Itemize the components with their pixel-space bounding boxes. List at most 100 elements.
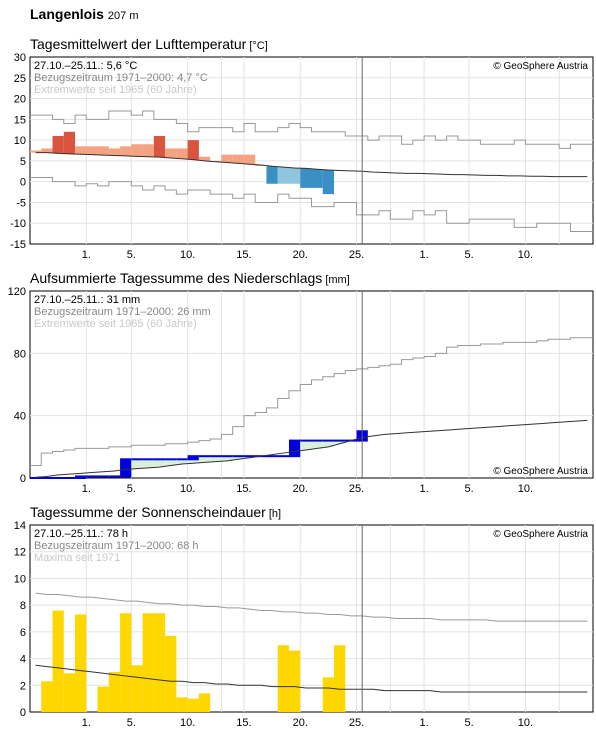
precipitation-cumulative-bar: [142, 458, 154, 461]
temperature-anomaly-bar: [63, 131, 76, 154]
sunshine-y-tick-label: 0: [20, 707, 26, 719]
sunshine-panel-title: Tagessumme der Sonnenscheindauer [h]: [30, 504, 281, 520]
temperature-y-tick-label: -15: [10, 239, 26, 251]
sunshine-y-tick-label: 12: [14, 547, 26, 559]
precipitation-x-tick-label: 20.: [293, 483, 308, 495]
precipitation-cumulative-bar: [187, 455, 199, 461]
sunshine-reference-line: [35, 664, 588, 693]
sunshine-legend-reference: Bezugszeitraum 1971–2000: 68 h: [34, 540, 199, 552]
temperature-legend-current: 27.10.–25.11.: 5,6 °C: [34, 60, 137, 72]
precipitation-cumulative-bar: [334, 439, 346, 442]
temperature-extreme-min-line: [30, 177, 593, 233]
temperature-x-tick-label: 5.: [465, 249, 474, 261]
temperature-x-tick-label: 15.: [236, 249, 251, 261]
precipitation-cumulative-bar: [300, 439, 312, 442]
precipitation-cumulative-bar: [266, 455, 278, 458]
temperature-y-tick-label: 0: [20, 177, 26, 189]
precipitation-cumulative-bar: [232, 455, 244, 458]
temperature-anomaly-bar: [131, 144, 143, 157]
temperature-y-tick-label: 25: [14, 73, 26, 85]
sunshine-x-tick-label: 1.: [420, 717, 429, 729]
sunshine-x-tick-label: 15.: [236, 717, 251, 729]
sunshine-bar: [41, 681, 53, 712]
temperature-y-tick-label: 5: [20, 156, 26, 168]
temperature-anomaly-bar: [142, 144, 154, 157]
sunshine-bar: [63, 673, 76, 712]
precipitation-copyright: © GeoSphere Austria: [493, 466, 588, 477]
temperature-extreme-max-line: [30, 110, 593, 149]
precipitation-surplus-area: [142, 459, 154, 468]
precipitation-y-tick-label: 0: [20, 473, 26, 485]
precipitation-legend-reference: Bezugszeitraum 1971–2000: 26 mm: [34, 306, 211, 318]
precipitation-surplus-area: [322, 440, 335, 447]
precipitation-surplus-area: [334, 440, 346, 444]
sunshine-y-tick-label: 4: [20, 654, 26, 666]
temperature-anomaly-bar: [176, 148, 188, 159]
sunshine-bar: [75, 614, 87, 712]
temperature-anomaly-bar: [97, 146, 109, 156]
sunshine-y-tick-label: 2: [20, 680, 26, 692]
sunshine-bar: [334, 645, 346, 712]
temperature-y-tick-label: 20: [14, 94, 26, 106]
temperature-panel-title: Tagesmittelwert der Lufttemperatur [°C]: [30, 36, 268, 52]
sunshine-x-tick-label: 25.: [349, 717, 364, 729]
precipitation-cumulative-bar: [322, 439, 335, 442]
precipitation-panel-title: Aufsummierte Tagessumme des Niederschlag…: [30, 270, 350, 286]
precipitation-cumulative-bar: [97, 475, 109, 478]
sunshine-x-tick-label: 20.: [293, 717, 308, 729]
temperature-y-tick-label: -10: [10, 218, 26, 230]
precipitation-surplus-area: [300, 440, 312, 450]
temperature-x-tick-label: 1.: [420, 249, 429, 261]
temperature-anomaly-bar: [30, 150, 42, 153]
temperature-title-text: Tagesmittelwert der Lufttemperatur: [30, 36, 247, 52]
temperature-anomaly-bar: [288, 167, 301, 184]
temperature-anomaly-bar: [187, 140, 199, 160]
precipitation-x-tick-label: 10.: [180, 483, 195, 495]
sunshine-bar: [131, 665, 143, 712]
sunshine-unit: [h]: [268, 508, 282, 520]
precipitation-cumulative-bar: [277, 455, 289, 458]
sunshine-title-text: Tagessumme der Sonnenscheindauer: [30, 504, 266, 520]
sunshine-x-tick-label: 1.: [82, 717, 91, 729]
precipitation-y-tick-label: 120: [8, 286, 26, 298]
precipitation-y-tick-label: 80: [14, 348, 26, 360]
sunshine-y-tick-label: 14: [14, 520, 26, 532]
precipitation-cumulative-bar: [86, 475, 98, 478]
sunshine-bar: [187, 698, 199, 712]
precipitation-surplus-area: [232, 456, 244, 460]
precipitation-surplus-area: [131, 459, 143, 469]
temperature-y-tick-label: 30: [14, 52, 26, 64]
temperature-anomaly-bar: [75, 146, 87, 155]
precipitation-cumulative-bar: [153, 458, 166, 461]
precipitation-cumulative-bar: [165, 458, 177, 461]
station-name: Langenlois: [30, 6, 104, 22]
sunshine-bar: [322, 677, 335, 712]
temperature-y-tick-label: 15: [14, 114, 26, 126]
precipitation-legend-extremes: Extremwerte seit 1965 (60 Jahre): [34, 318, 197, 330]
precipitation-cumulative-bar: [131, 458, 143, 461]
temperature-anomaly-bar: [198, 156, 211, 161]
temperature-anomaly-bar: [266, 166, 278, 184]
precipitation-y-tick-label: 40: [14, 411, 26, 423]
sunshine-legend-current: 27.10.–25.11.: 78 h: [34, 528, 128, 540]
station-altitude: 207 m: [107, 10, 139, 22]
temperature-x-tick-label: 20.: [293, 249, 308, 261]
temperature-anomaly-bar: [41, 148, 53, 153]
precipitation-cumulative-bar: [108, 475, 121, 478]
sunshine-legend-extremes: Maxima seit 1971: [34, 552, 120, 564]
temperature-anomaly-bar: [300, 168, 312, 188]
temperature-unit: [°C]: [249, 40, 268, 52]
precipitation-surplus-area: [221, 456, 233, 461]
temperature-anomaly-bar: [277, 167, 289, 184]
temperature-y-tick-label: 10: [14, 135, 26, 147]
precipitation-surplus-area: [198, 456, 211, 463]
precipitation-x-tick-label: 5.: [127, 483, 136, 495]
precipitation-reference-line: [35, 419, 588, 478]
precipitation-x-tick-label: 10.: [518, 483, 533, 495]
precipitation-surplus-area: [165, 459, 177, 466]
station-header: Langenlois 207 m: [30, 6, 138, 22]
temperature-anomaly-bar: [232, 154, 244, 164]
sunshine-maxima-line: [35, 592, 588, 622]
sunshine-bar: [277, 645, 289, 712]
